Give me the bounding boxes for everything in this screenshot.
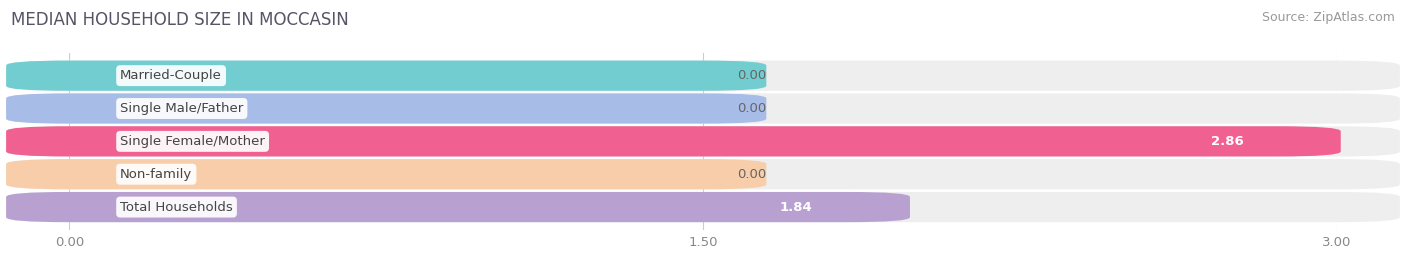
Text: 0.00: 0.00: [737, 168, 766, 181]
Text: 0.00: 0.00: [737, 102, 766, 115]
Text: Single Female/Mother: Single Female/Mother: [120, 135, 266, 148]
Text: Single Male/Father: Single Male/Father: [120, 102, 243, 115]
Text: Total Households: Total Households: [120, 201, 233, 214]
Text: Source: ZipAtlas.com: Source: ZipAtlas.com: [1261, 11, 1395, 24]
Text: Married-Couple: Married-Couple: [120, 69, 222, 82]
FancyBboxPatch shape: [6, 93, 1400, 124]
FancyBboxPatch shape: [6, 126, 1400, 157]
FancyBboxPatch shape: [6, 93, 766, 124]
FancyBboxPatch shape: [6, 192, 910, 222]
FancyBboxPatch shape: [6, 61, 766, 91]
FancyBboxPatch shape: [6, 159, 1400, 189]
Text: Non-family: Non-family: [120, 168, 193, 181]
FancyBboxPatch shape: [6, 192, 1400, 222]
Text: MEDIAN HOUSEHOLD SIZE IN MOCCASIN: MEDIAN HOUSEHOLD SIZE IN MOCCASIN: [11, 11, 349, 29]
Text: 2.86: 2.86: [1211, 135, 1243, 148]
FancyBboxPatch shape: [6, 126, 1341, 157]
Text: 0.00: 0.00: [737, 69, 766, 82]
FancyBboxPatch shape: [6, 159, 766, 189]
Text: 1.84: 1.84: [780, 201, 813, 214]
FancyBboxPatch shape: [6, 61, 1400, 91]
